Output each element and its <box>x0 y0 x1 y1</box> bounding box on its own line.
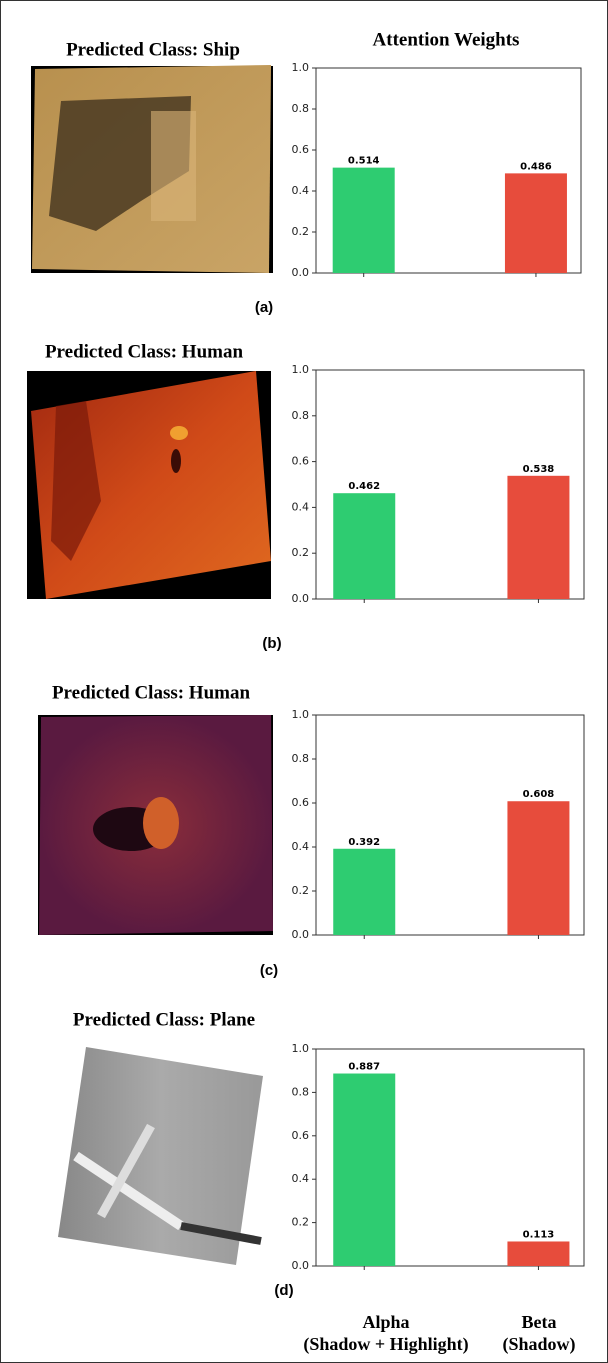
category-label: Beta (Shadow) <box>439 1311 608 1355</box>
y-tick-label: 0.6 <box>292 455 310 468</box>
bar <box>505 173 567 273</box>
y-tick-label: 0.0 <box>292 592 310 605</box>
value-label: 0.887 <box>348 1062 380 1073</box>
y-tick-label: 1.0 <box>292 363 310 376</box>
y-tick-label: 0.8 <box>292 752 310 765</box>
sonar-image <box>27 371 271 599</box>
value-label: 0.113 <box>523 1229 555 1240</box>
panel-caption: (a) <box>255 299 273 316</box>
value-label: 0.486 <box>520 161 552 172</box>
panel-caption: (d) <box>274 1282 293 1299</box>
y-tick-label: 1.0 <box>292 61 310 74</box>
bar <box>507 1241 569 1266</box>
bar <box>507 476 569 599</box>
y-tick-label: 1.0 <box>292 708 310 721</box>
image-title: Predicted Class: Ship <box>66 39 240 60</box>
bar <box>507 801 569 935</box>
image-title: Predicted Class: Plane <box>73 1009 255 1030</box>
y-tick-label: 0.8 <box>292 1085 310 1098</box>
sonar-image <box>38 715 273 935</box>
bar <box>333 1074 395 1266</box>
y-tick-label: 0.6 <box>292 143 310 156</box>
y-tick-label: 0.6 <box>292 796 310 809</box>
y-tick-label: 0.2 <box>292 225 310 238</box>
value-label: 0.462 <box>348 481 380 492</box>
y-tick-label: 0.6 <box>292 1129 310 1142</box>
y-tick-label: 0.4 <box>292 184 310 197</box>
y-tick-label: 0.4 <box>292 500 310 513</box>
value-label: 0.514 <box>348 156 380 167</box>
y-tick-label: 0.4 <box>292 1172 310 1185</box>
sonar-image <box>31 65 273 273</box>
panel-caption: (b) <box>262 635 281 652</box>
value-label: 0.538 <box>523 464 555 475</box>
panel-caption: (c) <box>260 962 278 979</box>
image-title: Predicted Class: Human <box>52 682 251 703</box>
y-tick-label: 0.2 <box>292 1216 310 1229</box>
sonar-image <box>58 1047 263 1265</box>
y-tick-label: 0.0 <box>292 1259 310 1272</box>
y-tick-label: 1.0 <box>292 1042 310 1055</box>
y-tick-label: 0.0 <box>292 266 310 279</box>
bar <box>333 849 395 935</box>
y-tick-label: 0.8 <box>292 409 310 422</box>
bar <box>333 168 395 273</box>
image-title: Predicted Class: Human <box>45 341 244 362</box>
y-tick-label: 0.2 <box>292 884 310 897</box>
value-label: 0.608 <box>523 789 555 800</box>
chart-title: Attention Weights <box>373 29 520 50</box>
bar <box>333 493 395 599</box>
figure: 0.0 0.2 0.4 0.6 0.8 1.0 0.514 0.486 Predicted Cl… <box>0 0 608 1363</box>
y-tick-label: 0.8 <box>292 102 310 115</box>
figure-canvas: 0.0 0.2 0.4 0.6 0.8 1.0 0.514 0.486 Predicted Cl… <box>1 1 607 1362</box>
y-tick-label: 0.4 <box>292 840 310 853</box>
y-tick-label: 0.0 <box>292 928 310 941</box>
value-label: 0.392 <box>348 837 380 848</box>
y-tick-label: 0.2 <box>292 546 310 559</box>
